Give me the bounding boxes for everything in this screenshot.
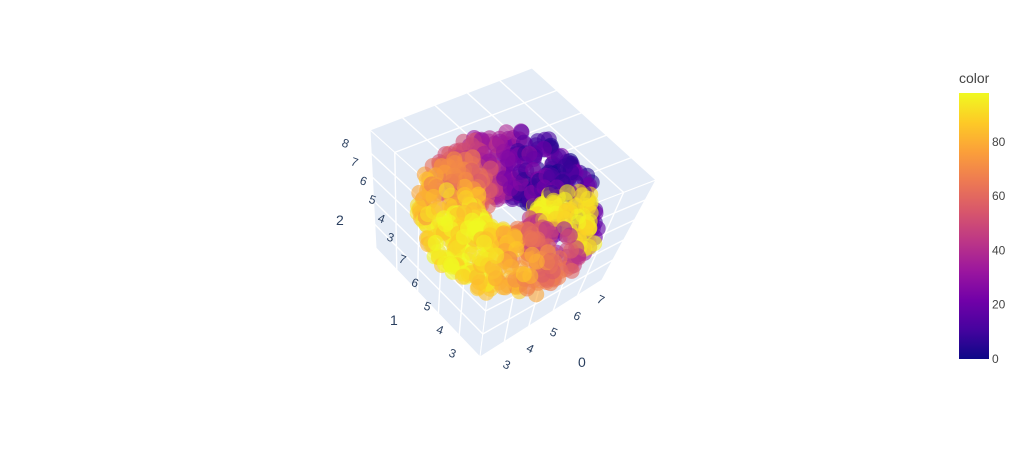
data-point [454,268,471,285]
grid-xy-b [482,259,614,335]
data-point [515,266,532,283]
data-point [499,150,516,167]
data-point [542,252,559,269]
y-axis-title: 1 [390,312,398,328]
data-point [484,259,501,276]
y-tick-7: 7 [397,252,408,268]
x-tick-7: 7 [595,292,607,308]
data-point [438,182,455,199]
z-tick-4: 4 [376,211,387,227]
x-tick-3: 3 [501,357,513,373]
y-tick-6: 6 [409,275,420,291]
data-point [557,158,574,175]
data-point [512,175,529,192]
x-tick-6: 6 [571,308,583,324]
grid-yz-h [374,223,484,335]
data-point [563,262,580,279]
data-point [458,190,474,207]
colorbar-tick-20: 20 [992,298,1006,312]
data-points [409,123,606,303]
z-tick-3: 3 [385,230,396,246]
data-point [528,253,545,270]
data-point [471,274,488,291]
x-tick-4: 4 [524,341,536,357]
data-point [542,226,559,242]
grid-xz-v [499,79,625,193]
data-point [488,247,505,264]
z-axis-ticks: 3 4 5 6 7 8 [340,136,396,246]
data-point [522,230,539,247]
data-point [496,170,513,187]
data-point [427,234,444,251]
grid-yz-v [394,152,398,270]
data-point [443,256,459,273]
z-tick-7: 7 [349,154,360,170]
colorbar: color 0 20 40 60 80 [959,70,1006,366]
data-point [559,229,576,245]
y-tick-5: 5 [422,299,433,315]
data-point [502,258,519,275]
y-tick-3: 3 [447,346,458,362]
data-point [563,242,579,259]
colorbar-tick-60: 60 [992,189,1006,203]
z-tick-6: 6 [358,173,369,189]
y-tick-4: 4 [434,322,445,338]
colorbar-ticks: 0 20 40 60 80 [992,135,1006,366]
x-tick-5: 5 [548,325,560,341]
z-tick-5: 5 [367,192,378,208]
z-axis-title: 2 [336,212,344,228]
colorbar-tick-0: 0 [992,352,999,366]
z-tick-8: 8 [340,136,351,152]
data-point [464,149,481,166]
data-point [492,133,508,150]
grid-xz-h [394,89,558,154]
colorbar-tick-40: 40 [992,243,1006,257]
data-point [506,228,523,245]
colorbar-gradient [959,93,989,359]
colorbar-tick-80: 80 [992,135,1006,149]
x-axis-title: 0 [578,354,586,370]
data-point [425,188,442,205]
data-point [455,228,472,245]
colorbar-title: color [959,70,990,86]
data-point [476,234,492,251]
